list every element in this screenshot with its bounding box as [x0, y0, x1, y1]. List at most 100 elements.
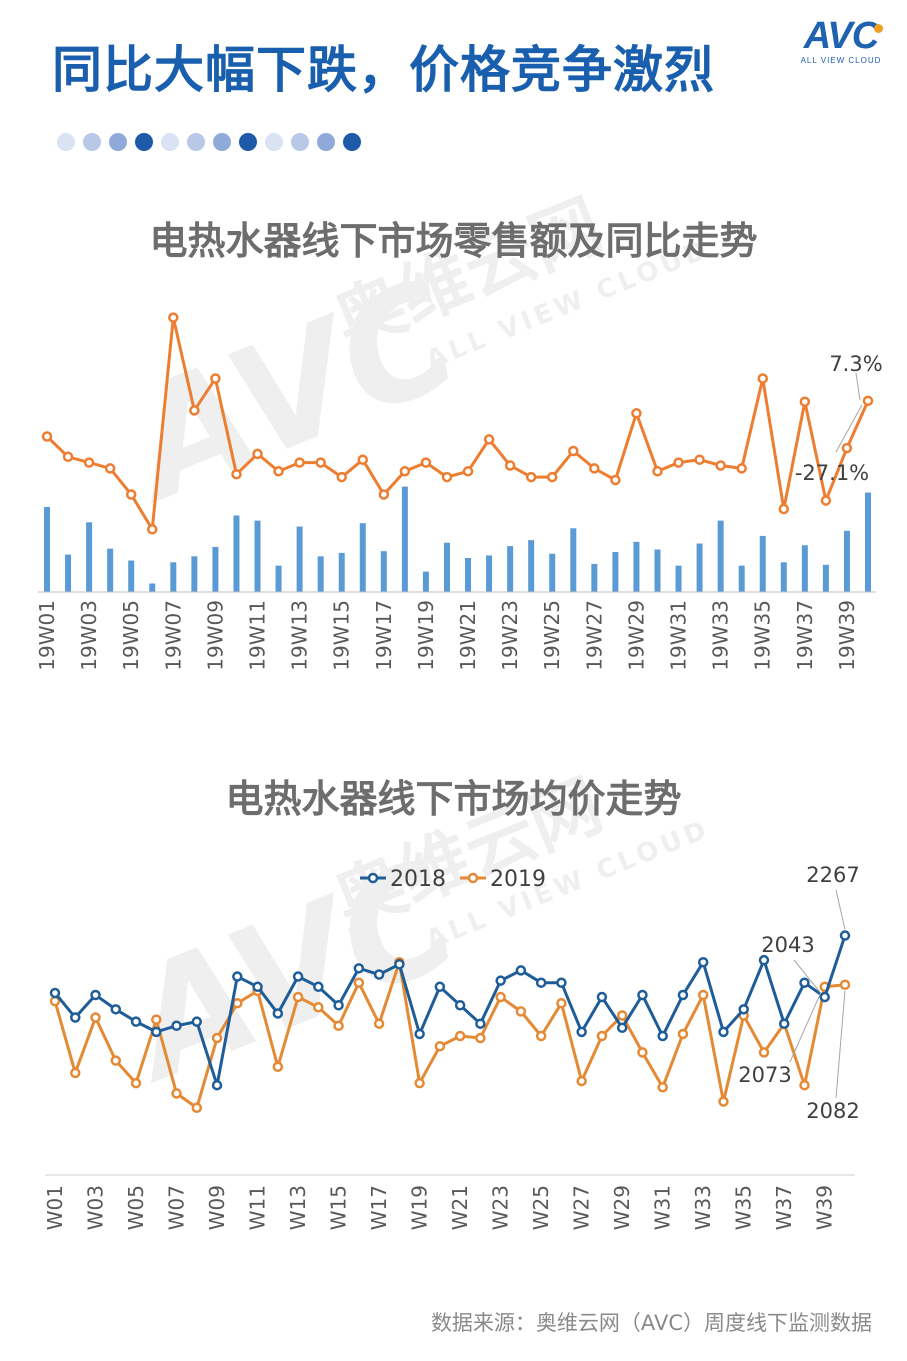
- yoy-point: [841, 442, 853, 454]
- x-tick-label: 19W09: [203, 600, 227, 671]
- sales-bar: [296, 526, 303, 592]
- sales-bar: [443, 542, 450, 592]
- series-point-2019: [373, 1018, 385, 1029]
- sales-bar: [549, 553, 556, 592]
- x-tick-label: W25: [529, 1185, 553, 1230]
- sales-bar: [254, 520, 261, 592]
- sales-bar: [275, 565, 282, 592]
- series-point-2018: [616, 1022, 628, 1034]
- x-tick-label: W31: [651, 1185, 675, 1230]
- decor-dot: [161, 133, 179, 151]
- series-point-2018: [211, 1079, 223, 1091]
- yoy-point: [315, 457, 326, 468]
- yoy-point: [862, 395, 874, 407]
- decor-dot: [187, 133, 205, 151]
- x-tick-label: W15: [327, 1185, 351, 1230]
- yoy-point: [210, 373, 221, 384]
- series-point-2019: [697, 989, 709, 1001]
- series-line-2018: [53, 935, 847, 1086]
- x-tick-label: W21: [448, 1185, 472, 1230]
- sales-bar: [359, 523, 366, 592]
- series-point-2019: [353, 977, 365, 988]
- x-tick-label: 19W39: [835, 600, 859, 671]
- x-tick-label: 19W01: [35, 600, 59, 671]
- series-point-2018: [151, 1026, 162, 1038]
- logo-subtext: ALL VIEW CLOUD: [800, 56, 882, 65]
- decor-dot: [343, 133, 361, 151]
- series-point-2019: [292, 991, 304, 1003]
- series-point-2018: [434, 981, 446, 993]
- sales-bar: [191, 556, 198, 592]
- data-source: 数据来源：奥维云网（AVC）周度线下监测数据: [430, 1311, 872, 1335]
- series-point-2018: [49, 987, 61, 999]
- series-point-2019: [799, 1079, 810, 1091]
- sales-bar: [507, 546, 514, 592]
- series-point-2019: [313, 1002, 324, 1013]
- yoy-point: [546, 471, 558, 483]
- x-tick-label: 19W15: [330, 600, 354, 671]
- x-tick-label: 19W07: [161, 600, 185, 671]
- series-point-2019: [130, 1077, 142, 1089]
- series-point-2019: [758, 1047, 770, 1058]
- decor-dot: [317, 133, 335, 151]
- decorative-dots: [57, 133, 361, 151]
- yoy-point: [168, 312, 179, 323]
- sales-bar: [654, 549, 661, 592]
- sales-bar: [233, 515, 240, 592]
- logo-dot-icon: [874, 24, 883, 33]
- decor-dot: [57, 133, 75, 151]
- series-point-2019: [454, 1030, 466, 1042]
- yoy-point: [125, 489, 137, 500]
- annotation-leader: [835, 404, 863, 453]
- x-tick-label: W11: [246, 1185, 270, 1230]
- series-point-2019: [576, 1075, 587, 1087]
- x-tick-label: 19W17: [372, 600, 396, 671]
- series-point-2018: [576, 1026, 587, 1038]
- x-tick-label: 19W03: [77, 600, 101, 671]
- price-annotation: 2267: [806, 863, 859, 887]
- x-tick-label: 19W19: [414, 600, 438, 671]
- series-point-2018: [637, 989, 648, 1001]
- annotation-leader: [789, 992, 822, 1063]
- decor-dot: [83, 133, 101, 151]
- sales-bar: [44, 507, 50, 592]
- logo-mark: AVC: [803, 15, 879, 57]
- retail-sales-chart: 19W01 19W03 19W05 19W07 19W09 19W11 19W13 19W15…: [35, 312, 883, 671]
- series-point-2018: [414, 1028, 425, 1040]
- sales-bar: [486, 555, 493, 592]
- series-point-2018: [475, 1018, 486, 1029]
- yoy-point: [441, 471, 453, 483]
- series-point-2018: [232, 971, 243, 982]
- sales-bar: [759, 535, 766, 592]
- series-point-2018: [394, 959, 405, 970]
- x-tick-label: 19W27: [582, 600, 606, 671]
- yoy-point: [273, 466, 284, 477]
- yoy-point: [252, 448, 263, 460]
- x-tick-label: W39: [813, 1185, 837, 1230]
- legend-label: 2019: [490, 867, 546, 892]
- series-point-2019: [475, 1032, 486, 1044]
- yoy-point: [778, 503, 790, 515]
- yoy-point: [525, 471, 537, 483]
- series-point-2019: [434, 1041, 446, 1052]
- series-point-2019: [191, 1102, 203, 1113]
- x-tick-label: 19W05: [119, 600, 143, 671]
- series-point-2018: [373, 969, 385, 980]
- x-tick-label: W13: [286, 1185, 310, 1230]
- yoy-point: [336, 471, 347, 483]
- x-tick-label: W27: [570, 1185, 594, 1230]
- sales-bar: [528, 540, 535, 592]
- sales-bar: [865, 492, 871, 592]
- sales-bar: [149, 583, 156, 592]
- x-tick-label: W29: [610, 1185, 634, 1230]
- decor-dot: [265, 133, 283, 151]
- series-point-2018: [495, 975, 506, 986]
- sales-bar: [780, 562, 787, 592]
- yoy-point: [799, 396, 811, 407]
- yoy-point: [147, 524, 158, 535]
- yoy-point: [357, 454, 369, 465]
- series-point-2018: [799, 977, 810, 988]
- yoy-point: [568, 445, 579, 457]
- annotation-leader: [855, 372, 861, 401]
- sales-bar: [422, 571, 429, 592]
